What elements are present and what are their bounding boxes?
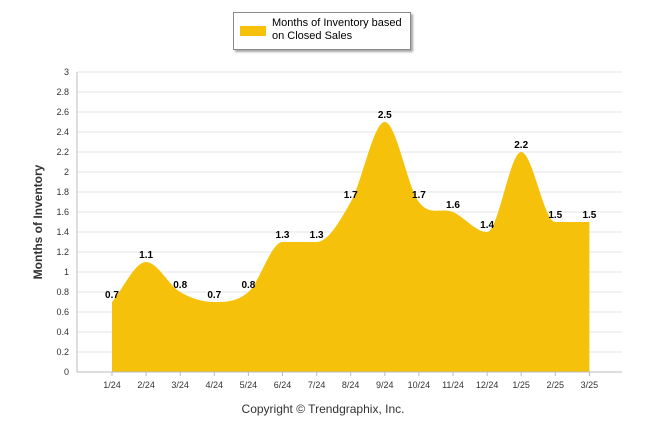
x-tick-label: 5/24 (240, 380, 258, 390)
axes (76, 72, 622, 376)
area-fill (112, 122, 590, 372)
x-tick-label: 8/24 (342, 380, 360, 390)
data-label: 0.8 (241, 280, 255, 291)
x-tick-label: 3/24 (171, 380, 189, 390)
data-labels: 0.7 1.1 0.8 0.7 0.8 1.3 1.3 1.7 2.5 1.7 1.6 1.4 2.2 1… (105, 110, 597, 301)
data-label: 0.7 (207, 290, 221, 301)
data-label: 2.5 (378, 110, 392, 121)
y-tick-label: 1.2 (56, 247, 69, 257)
legend-swatch (240, 26, 266, 36)
x-tick-label: 11/24 (442, 380, 464, 390)
y-tick-label: 0.2 (56, 347, 69, 357)
x-tick-label: 3/25 (581, 380, 599, 390)
y-tick-label: 0.4 (56, 327, 69, 337)
y-tick-label: 2 (64, 167, 69, 177)
y-tick-label: 1.4 (56, 227, 69, 237)
y-tick-label: 2.2 (56, 147, 69, 157)
x-tick-labels: 1/24 2/24 3/24 4/24 5/24 6/24 7/24 8/24 9/24 10/2… (103, 380, 598, 390)
x-tick-label: 10/24 (408, 380, 431, 390)
data-label: 1.5 (582, 210, 596, 221)
x-tick-label: 9/24 (376, 380, 394, 390)
x-tick-label: 2/25 (547, 380, 565, 390)
x-tick-label: 4/24 (206, 380, 224, 390)
y-tick-label: 0 (64, 367, 69, 377)
data-label: 1.3 (276, 230, 290, 241)
y-tick-label: 1.8 (56, 187, 69, 197)
data-label: 1.7 (344, 190, 358, 201)
legend-label: Months of Inventory based on Closed Sale… (272, 17, 402, 42)
data-label: 1.3 (310, 230, 324, 241)
data-label: 1.1 (139, 250, 153, 261)
x-tick-label: 6/24 (274, 380, 292, 390)
x-tick-label: 12/24 (476, 380, 499, 390)
y-tick-labels: 0 0.2 0.4 0.6 0.8 1 1.2 1.4 1.6 1.8 2 2.2 2.4 2.6 2.8 3 (56, 67, 69, 377)
y-tick-label: 1.6 (56, 207, 69, 217)
area-series (112, 122, 590, 372)
y-tick-label: 2.6 (56, 107, 69, 117)
data-label: 1.6 (446, 200, 460, 211)
data-label: 0.7 (105, 290, 119, 301)
y-tick-label: 3 (64, 67, 69, 77)
data-label: 2.2 (514, 140, 528, 151)
x-tick-label: 2/24 (137, 380, 155, 390)
data-label: 1.7 (412, 190, 426, 201)
data-label: 1.4 (480, 220, 494, 231)
y-tick-label: 0.6 (56, 307, 69, 317)
data-label: 0.8 (173, 280, 187, 291)
y-tick-label: 1 (64, 267, 69, 277)
x-tick-label: 1/24 (103, 380, 121, 390)
data-label: 1.5 (548, 210, 562, 221)
x-tick-label: 7/24 (308, 380, 326, 390)
y-axis-title: Months of Inventory (31, 164, 45, 279)
y-tick-label: 0.8 (56, 287, 69, 297)
copyright-text: Copyright © Trendgraphix, Inc. (241, 402, 405, 416)
legend: Months of Inventory based on Closed Sale… (233, 12, 411, 50)
x-tick-label: 1/25 (512, 380, 530, 390)
y-tick-label: 2.4 (56, 127, 69, 137)
y-tick-label: 2.8 (56, 87, 69, 97)
